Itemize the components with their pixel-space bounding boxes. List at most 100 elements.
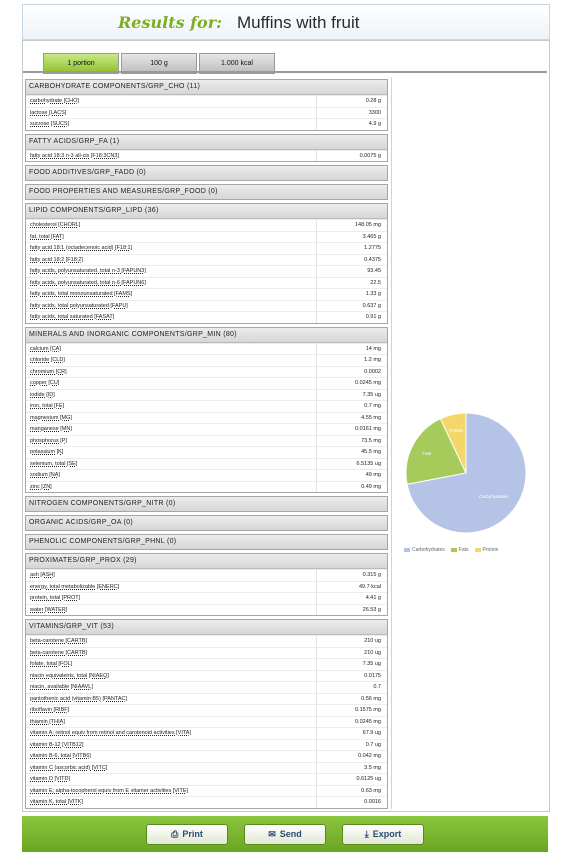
nutrient-value: 0.6125 ug bbox=[316, 774, 387, 785]
nutrient-group: FOOD PROPERTIES AND MEASURES/GRP_FOOD (0… bbox=[25, 184, 388, 200]
nutrient-value: 1.2 mg bbox=[316, 355, 387, 366]
group-header[interactable]: FATTY ACIDS/GRP_FA (1) bbox=[26, 134, 387, 150]
nutrient-value: 0.0175 bbox=[316, 670, 387, 681]
nutrient-row: energy, total metabolizable [ENERC] 49.7 … bbox=[26, 580, 387, 592]
group-header[interactable]: FOOD ADDITIVES/GRP_FADD (0) bbox=[26, 166, 387, 180]
nutrient-row: potassium [K] 45.5 mg bbox=[26, 446, 387, 458]
nutrient-name[interactable]: potassium [K] bbox=[30, 449, 64, 455]
nutrient-name[interactable]: copper [CU] bbox=[30, 380, 60, 386]
legend-label: Protein bbox=[482, 547, 499, 553]
group-header[interactable]: ORGANIC ACIDS/GRP_OA (0) bbox=[26, 516, 387, 530]
nutrient-name[interactable]: vitamin C (ascorbic acid) [VITC] bbox=[30, 764, 108, 771]
nutrient-name[interactable]: fatty acid 18:2 [F18:2] bbox=[30, 256, 83, 263]
group-header[interactable]: MINERALS AND INORGANIC COMPONENTS/GRP_MI… bbox=[26, 327, 387, 343]
nutrient-name[interactable]: fatty acids, total polyunsaturated [FAPU… bbox=[30, 302, 128, 309]
group-header[interactable]: PHENOLIC COMPONENTS/GRP_PHNL (0) bbox=[26, 535, 387, 549]
nutrient-group: NITROGEN COMPONENTS/GRP_NITR (0) bbox=[25, 496, 388, 512]
legend-swatch bbox=[450, 547, 457, 552]
group-header[interactable]: PROXIMATES/GRP_PROX (29) bbox=[26, 554, 387, 569]
nutrient-name[interactable]: fat, total [FAT] bbox=[30, 233, 64, 240]
print-button[interactable]: ⎙ Print bbox=[146, 824, 228, 845]
nutrient-row: vitamin B-12 [VITB12] 0.7 ug bbox=[26, 738, 387, 750]
nutrient-name[interactable]: vitamin A; retinol equiv from retinol an… bbox=[30, 730, 191, 736]
nutrient-value: 4.41 g bbox=[316, 593, 387, 604]
nutrient-name[interactable]: manganese [MN] bbox=[30, 426, 72, 432]
nutrient-name[interactable]: iron, total [FE] bbox=[30, 403, 65, 409]
nutrient-value: 73.5 mg bbox=[316, 435, 387, 446]
nutrient-name[interactable]: water [WATER] bbox=[30, 606, 68, 613]
nutrient-name[interactable]: beta-carotene [CARTB] bbox=[30, 638, 88, 644]
nutrient-row: selenium, total [SE] 6.5135 ug bbox=[26, 457, 387, 469]
tab-100-g[interactable]: 100 g bbox=[121, 53, 197, 74]
nutrient-row: zinc [ZN] 0.49 mg bbox=[26, 480, 387, 492]
legend-swatch bbox=[474, 547, 481, 552]
nutrient-name[interactable]: vitamin B-12 [VITB12] bbox=[30, 741, 84, 748]
nutrient-name[interactable]: niacin, available [NIAAVL] bbox=[30, 684, 93, 690]
nutrient-row: vitamin E; alpha-tocopherol equiv from E… bbox=[26, 784, 387, 796]
nutrient-row: vitamin K, total [VITK] 0.0016 bbox=[26, 796, 387, 808]
nutrient-name[interactable]: chromium [CR] bbox=[30, 368, 67, 375]
nutrient-name[interactable]: lactose [LACS] bbox=[30, 109, 67, 116]
tab-1-portion[interactable]: 1 portion bbox=[43, 53, 119, 74]
nutrient-value: 22.5 bbox=[316, 277, 387, 288]
tab-underline bbox=[23, 71, 547, 73]
nutrient-row: vitamin D [VITD] 0.6125 ug bbox=[26, 773, 387, 785]
nutrient-name[interactable]: sucrose [SUCS] bbox=[30, 121, 70, 127]
action-footer: ⎙ Print ✉ Send ⤓ Export bbox=[22, 816, 548, 852]
tab-1000-kcal[interactable]: 1.000 kcal bbox=[199, 53, 275, 74]
nutrient-name[interactable]: selenium, total [SE] bbox=[30, 460, 78, 467]
nutrient-name[interactable]: beta-carotene [CARTB] bbox=[30, 649, 88, 656]
export-button[interactable]: ⤓ Export bbox=[342, 824, 424, 845]
nutrient-name[interactable]: protein, total [PROT] bbox=[30, 595, 81, 601]
nutrient-group: FATTY ACIDS/GRP_FA (1) fatty acid 18:3 n-… bbox=[25, 133, 388, 162]
nutrient-value: 4.9 g bbox=[316, 119, 387, 130]
nutrient-name[interactable]: niacin equivalents, total [NIAEQ] bbox=[30, 672, 109, 679]
nutrient-row: calcium [CA] 14 mg bbox=[26, 342, 387, 354]
nutrient-name[interactable]: carbohydrate [CHO] bbox=[30, 98, 79, 104]
group-header[interactable]: LIPID COMPONENTS/GRP_LIPD (36) bbox=[26, 204, 387, 219]
nutrient-name[interactable]: fatty acids, total monounsaturated [FAMS… bbox=[30, 291, 133, 297]
nutrient-name[interactable]: pantothenic acid (vitamin B5) [PANTAC] bbox=[30, 695, 128, 702]
nutrient-name[interactable]: cholesterol [CHORL] bbox=[30, 222, 81, 228]
pie-slice-label: Carbohydrates bbox=[479, 494, 509, 499]
nutrient-row: sodium [NA] 49 mg bbox=[26, 469, 387, 481]
nutrient-value: 0.28 g bbox=[316, 96, 387, 107]
nutrient-name[interactable]: ash [ASH] bbox=[30, 572, 55, 578]
nutrient-name[interactable]: zinc [ZN] bbox=[30, 483, 52, 490]
nutrient-name[interactable]: folate, total [FOL] bbox=[30, 661, 73, 667]
nutrient-name[interactable]: thiamin [THIA] bbox=[30, 718, 65, 725]
group-header[interactable]: VITAMINS/GRP_VIT (53) bbox=[26, 620, 387, 635]
nutrient-row: lactose [LACS] 3300 bbox=[26, 106, 387, 118]
nutrient-name[interactable]: fatty acid 18:3 n-3 all-cis [F18:3CN3] bbox=[30, 152, 119, 159]
nutrient-value: 0.4375 bbox=[316, 254, 387, 265]
nutrient-row: sucrose [SUCS] 4.9 g bbox=[26, 118, 387, 130]
nutrient-name[interactable]: chloride [CLD] bbox=[30, 357, 65, 363]
nutrient-name[interactable]: iodide [ID] bbox=[30, 391, 55, 398]
export-icon: ⤓ bbox=[364, 829, 369, 839]
nutrient-name[interactable]: energy, total metabolizable [ENERC] bbox=[30, 583, 120, 590]
nutrient-group: FOOD ADDITIVES/GRP_FADD (0) bbox=[25, 165, 388, 181]
nutrient-name[interactable]: fatty acids, polyunsaturated, total n-6 … bbox=[30, 279, 146, 286]
group-header[interactable]: FOOD PROPERTIES AND MEASURES/GRP_FOOD (0… bbox=[26, 185, 387, 199]
nutrient-name[interactable]: magnesium [MG] bbox=[30, 414, 72, 421]
nutrient-value: 1.33 g bbox=[316, 289, 387, 300]
group-header[interactable]: CARBOHYDRATE COMPONENTS/GRP_CHO (11) bbox=[26, 80, 387, 95]
print-label: Print bbox=[182, 829, 203, 839]
nutrient-row: fatty acids, polyunsaturated, total n-3 … bbox=[26, 265, 387, 277]
nutrient-name[interactable]: vitamin E; alpha-tocopherol equiv from E… bbox=[30, 787, 189, 794]
nutrient-name[interactable]: riboflavin [RIBF] bbox=[30, 707, 70, 713]
nutrient-name[interactable]: fatty acids, total saturated [FASAT] bbox=[30, 314, 115, 320]
nutrient-name[interactable]: phosphorus [P] bbox=[30, 437, 67, 444]
nutrient-row: fatty acids, total monounsaturated [FAMS… bbox=[26, 288, 387, 300]
send-button[interactable]: ✉ Send bbox=[244, 824, 326, 845]
nutrient-name[interactable]: sodium [NA] bbox=[30, 472, 60, 478]
macronutrient-pie-chart: Carbohydrates Fats Protein bbox=[405, 412, 527, 534]
group-header[interactable]: NITROGEN COMPONENTS/GRP_NITR (0) bbox=[26, 497, 387, 511]
nutrient-name[interactable]: vitamin D [VITD] bbox=[30, 776, 71, 782]
nutrient-name[interactable]: fatty acid 18:1 (octadecenoic acid) [F18… bbox=[30, 245, 133, 251]
nutrient-name[interactable]: fatty acids, polyunsaturated, total n-3 … bbox=[30, 268, 146, 274]
nutrient-name[interactable]: vitamin K, total [VITK] bbox=[30, 799, 83, 805]
nutrient-name[interactable]: vitamin B-6, total [VITB6] bbox=[30, 753, 91, 759]
nutrient-value: 0.0075 g bbox=[316, 150, 387, 161]
nutrient-name[interactable]: calcium [CA] bbox=[30, 345, 61, 352]
